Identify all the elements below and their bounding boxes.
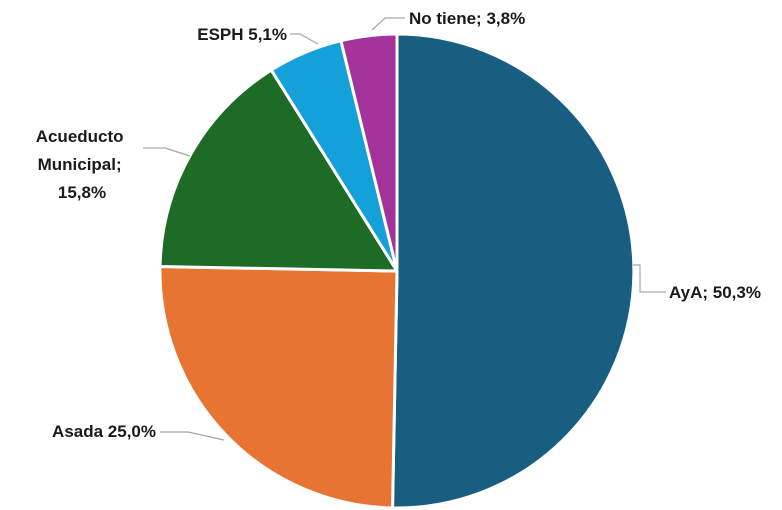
data-label-esph: ESPH 5,1% bbox=[197, 25, 287, 44]
leader-line-aya bbox=[633, 264, 666, 293]
pie-slices bbox=[158, 32, 636, 510]
leader-line-asada bbox=[160, 431, 225, 441]
data-label-acueducto-municipal: Acueducto Municipal; 15,8% bbox=[36, 127, 129, 202]
leader-line-no-tiene bbox=[371, 17, 405, 31]
pie-slice-no-tiene bbox=[339, 32, 399, 273]
pie-slice-acueducto-municipal bbox=[158, 68, 399, 273]
leader-line-acueducto bbox=[143, 147, 191, 157]
leader-line-esph bbox=[290, 33, 319, 45]
pie-slice-aya bbox=[391, 32, 636, 510]
pie-slice-asada bbox=[158, 265, 399, 510]
data-label-no-tiene: No tiene; 3,8% bbox=[409, 9, 525, 28]
leader-lines bbox=[143, 17, 666, 441]
data-label-aya: AyA; 50,3% bbox=[669, 283, 761, 302]
data-label-asada: Asada 25,0% bbox=[52, 422, 156, 441]
